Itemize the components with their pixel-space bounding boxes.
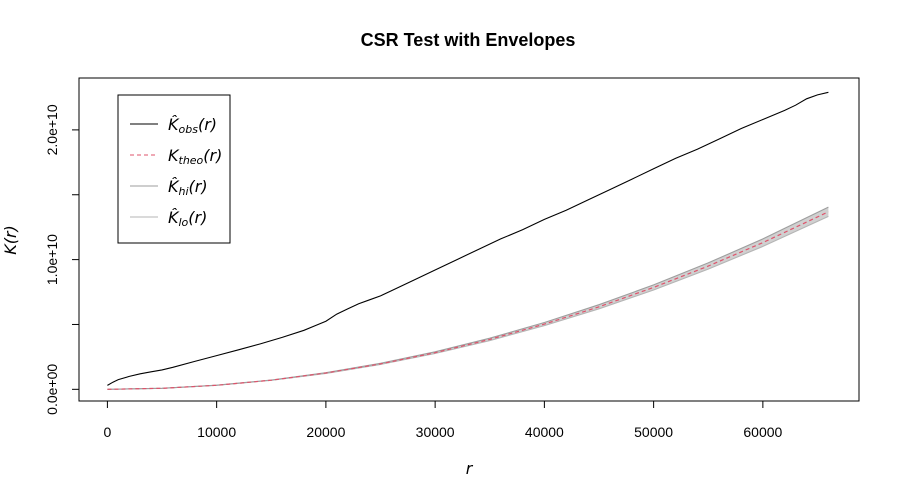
x-tick-label: 20000 [306, 424, 345, 440]
y-axis: 0.0e+00 1.0e+10 2.0e+10 [44, 104, 80, 415]
legend-label-lo: K̂lo(r) [168, 208, 207, 229]
legend-label-hi: K̂hi(r) [168, 177, 208, 198]
x-tick-label: 60000 [743, 424, 782, 440]
legend-label-theo: Ktheo(r) [168, 146, 222, 167]
legend-label-obs: K̂obs(r) [168, 115, 217, 136]
y-tick-label: 0.0e+00 [44, 364, 60, 415]
x-axis-label: r [466, 459, 474, 478]
series-line-obs [107, 91, 829, 386]
y-tick-label: 1.0e+10 [44, 234, 60, 285]
x-tick-label: 0 [104, 424, 112, 440]
x-axis: 0 10000 20000 30000 40000 50000 60000 [104, 400, 783, 440]
y-tick-label: 2.0e+10 [44, 104, 60, 155]
series-line-theo [107, 211, 829, 390]
x-tick-label: 40000 [525, 424, 564, 440]
x-tick-label: 30000 [416, 424, 455, 440]
series-layer [107, 91, 829, 390]
x-tick-label: 50000 [634, 424, 673, 440]
legend-box [117, 94, 231, 244]
chart-title: CSR Test with Envelopes [361, 30, 576, 50]
x-tick-label: 10000 [197, 424, 236, 440]
series-line-hi [107, 206, 829, 390]
y-axis-label: K(r) [1, 225, 20, 255]
legend: K̂obs(r) Ktheo(r) K̂hi(r) K̂lo(r) [117, 94, 231, 244]
